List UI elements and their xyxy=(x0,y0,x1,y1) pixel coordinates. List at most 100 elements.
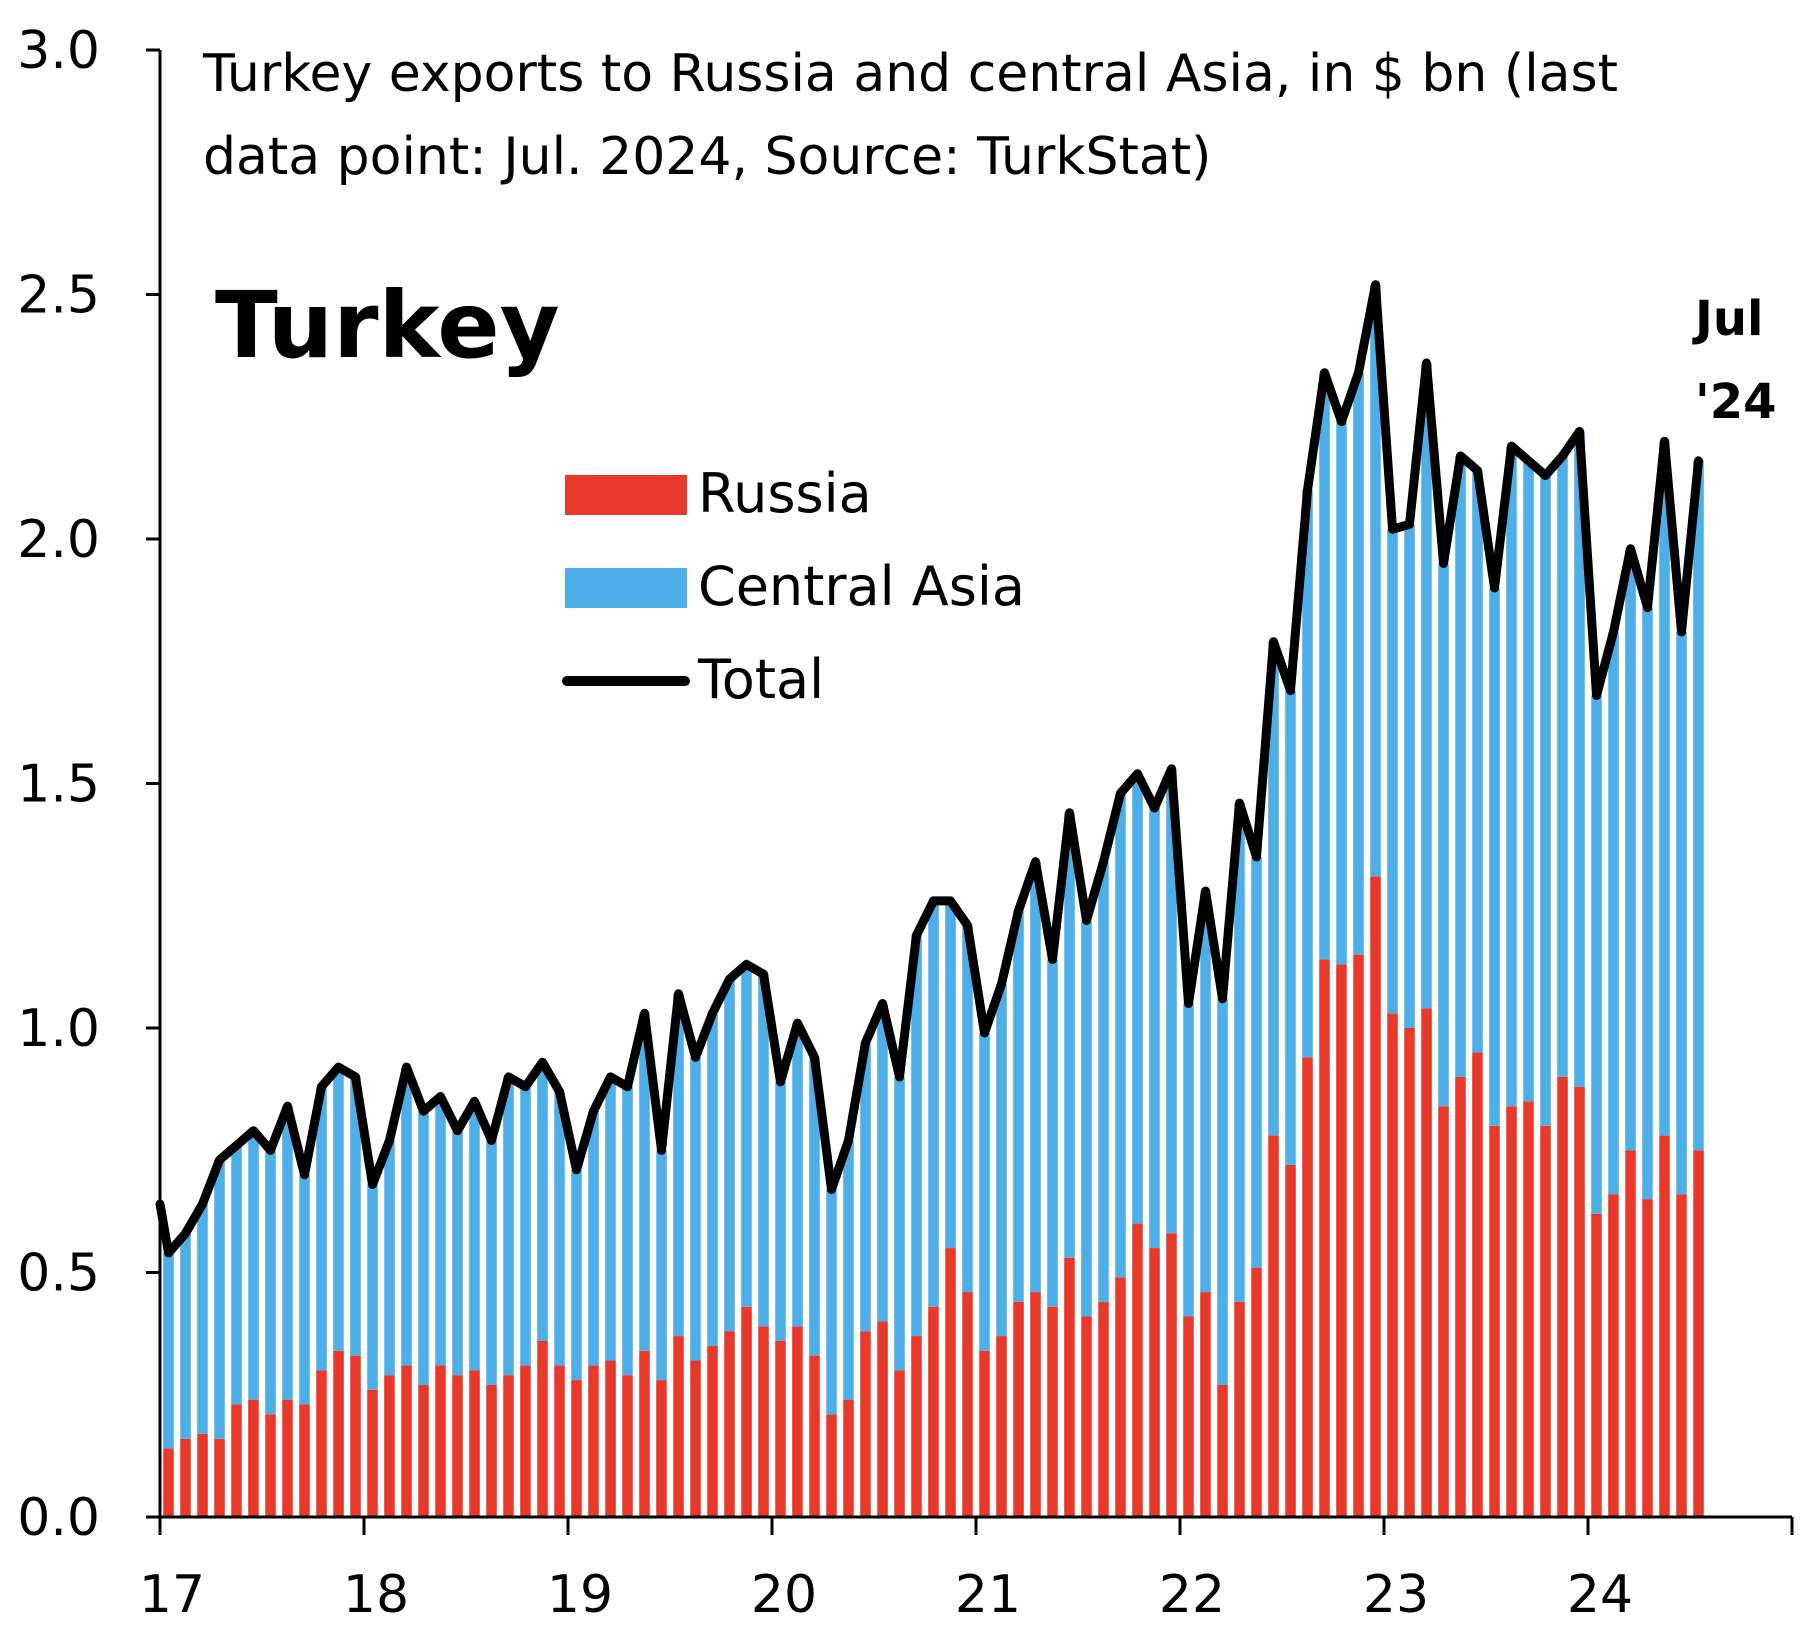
bar-central-asia xyxy=(418,1111,429,1385)
bar-central-asia xyxy=(1098,861,1109,1302)
bar-central-asia xyxy=(741,964,752,1307)
bar-central-asia xyxy=(1676,631,1687,1195)
bar-russia xyxy=(1693,1150,1704,1517)
bar-russia xyxy=(656,1380,667,1517)
bar-russia xyxy=(503,1375,514,1517)
bar-central-asia xyxy=(1319,372,1330,960)
x-tick-label: 18 xyxy=(343,1565,409,1625)
bar-russia xyxy=(1098,1301,1109,1517)
bar-russia xyxy=(1557,1076,1568,1517)
bar-russia xyxy=(1676,1194,1687,1517)
bar-central-asia xyxy=(1234,803,1245,1302)
bar-central-asia xyxy=(1013,910,1024,1302)
bar-central-asia xyxy=(1132,773,1143,1224)
bar-russia xyxy=(639,1350,650,1517)
bar-russia xyxy=(911,1336,922,1517)
bar-central-asia xyxy=(979,1032,990,1351)
bar-russia xyxy=(350,1355,361,1517)
bar-central-asia xyxy=(1540,475,1551,1126)
bar-russia xyxy=(180,1438,191,1517)
bar-russia xyxy=(860,1331,871,1517)
legend-label-russia: Russia xyxy=(698,462,872,525)
bar-russia xyxy=(1608,1194,1619,1517)
bar-central-asia xyxy=(1285,690,1296,1165)
y-tick-label: 2.5 xyxy=(17,266,100,326)
bar-russia xyxy=(1659,1135,1670,1517)
bar-russia xyxy=(1489,1125,1500,1517)
x-tick-label: 24 xyxy=(1567,1565,1633,1625)
bar-central-asia xyxy=(486,1140,497,1385)
bar-central-asia xyxy=(639,1013,650,1351)
bar-central-asia xyxy=(894,1076,905,1371)
bar-russia xyxy=(265,1414,276,1517)
bar-russia xyxy=(588,1365,599,1517)
bar-central-asia xyxy=(1557,455,1568,1077)
bar-central-asia xyxy=(911,935,922,1337)
y-tick-label: 2.0 xyxy=(17,510,100,570)
bar-central-asia xyxy=(452,1130,463,1376)
bar-central-asia xyxy=(1030,861,1041,1293)
bar-russia xyxy=(877,1321,888,1517)
bar-central-asia xyxy=(1064,812,1075,1258)
bar-russia xyxy=(1166,1233,1177,1517)
bar-central-asia xyxy=(945,900,956,1249)
x-tick-label: 22 xyxy=(1159,1565,1225,1625)
bar-central-asia xyxy=(1268,641,1279,1136)
bar-russia xyxy=(707,1345,718,1517)
bar-russia xyxy=(1574,1086,1585,1517)
bar-russia xyxy=(486,1384,497,1517)
bar-russia xyxy=(316,1370,327,1517)
bar-central-asia xyxy=(214,1160,225,1439)
bar-russia xyxy=(520,1365,531,1517)
bar-central-asia xyxy=(1421,362,1432,1009)
bar-russia xyxy=(1132,1223,1143,1517)
bar-russia xyxy=(1200,1292,1211,1517)
bar-russia xyxy=(282,1399,293,1517)
bar-central-asia xyxy=(1217,998,1228,1385)
legend-label-central-asia: Central Asia xyxy=(698,555,1025,618)
bar-central-asia xyxy=(401,1067,412,1366)
bar-central-asia xyxy=(928,900,939,1307)
bar-russia xyxy=(1234,1301,1245,1517)
bar-central-asia xyxy=(384,1140,395,1376)
bar-russia xyxy=(605,1360,616,1517)
bar-central-asia xyxy=(792,1023,803,1327)
bar-central-asia xyxy=(316,1086,327,1371)
bar-central-asia xyxy=(1404,524,1415,1028)
bar-russia xyxy=(741,1306,752,1517)
bar-russia xyxy=(1149,1248,1160,1517)
bar-central-asia xyxy=(877,1003,888,1322)
y-tick-label: 0.5 xyxy=(17,1244,100,1304)
bar-central-asia xyxy=(860,1042,871,1332)
bar-russia xyxy=(1540,1125,1551,1517)
y-tick-label: 1.5 xyxy=(17,755,100,815)
bar-russia xyxy=(1506,1106,1517,1517)
bar-russia xyxy=(1285,1164,1296,1517)
bar-central-asia xyxy=(350,1076,361,1356)
bar-central-asia xyxy=(231,1145,242,1405)
x-tick-label: 23 xyxy=(1363,1565,1429,1625)
bar-central-asia xyxy=(996,983,1007,1337)
bar-central-asia xyxy=(1489,587,1500,1126)
bar-central-asia xyxy=(622,1086,633,1376)
total-line xyxy=(155,280,1703,1258)
bar-russia xyxy=(214,1438,225,1517)
bar-russia xyxy=(1625,1150,1636,1517)
bar-russia xyxy=(1081,1316,1092,1517)
bar-central-asia xyxy=(1642,607,1653,1200)
bar-russia xyxy=(537,1340,548,1517)
bar-central-asia xyxy=(758,974,769,1327)
bar-central-asia xyxy=(469,1101,480,1371)
bar-russia xyxy=(1404,1028,1415,1517)
bar-central-asia xyxy=(1370,284,1381,877)
bar-central-asia xyxy=(1353,372,1364,955)
bar-central-asia xyxy=(503,1076,514,1376)
bar-central-asia xyxy=(1302,490,1313,1058)
bar-central-asia xyxy=(1625,548,1636,1151)
end-label-year: '24 xyxy=(1695,374,1777,430)
bar-central-asia xyxy=(1183,1003,1194,1317)
y-tick-label: 0.0 xyxy=(17,1488,100,1548)
chart-title: Turkey xyxy=(215,272,560,379)
bar-central-asia xyxy=(163,1252,174,1449)
bar-russia xyxy=(1013,1301,1024,1517)
